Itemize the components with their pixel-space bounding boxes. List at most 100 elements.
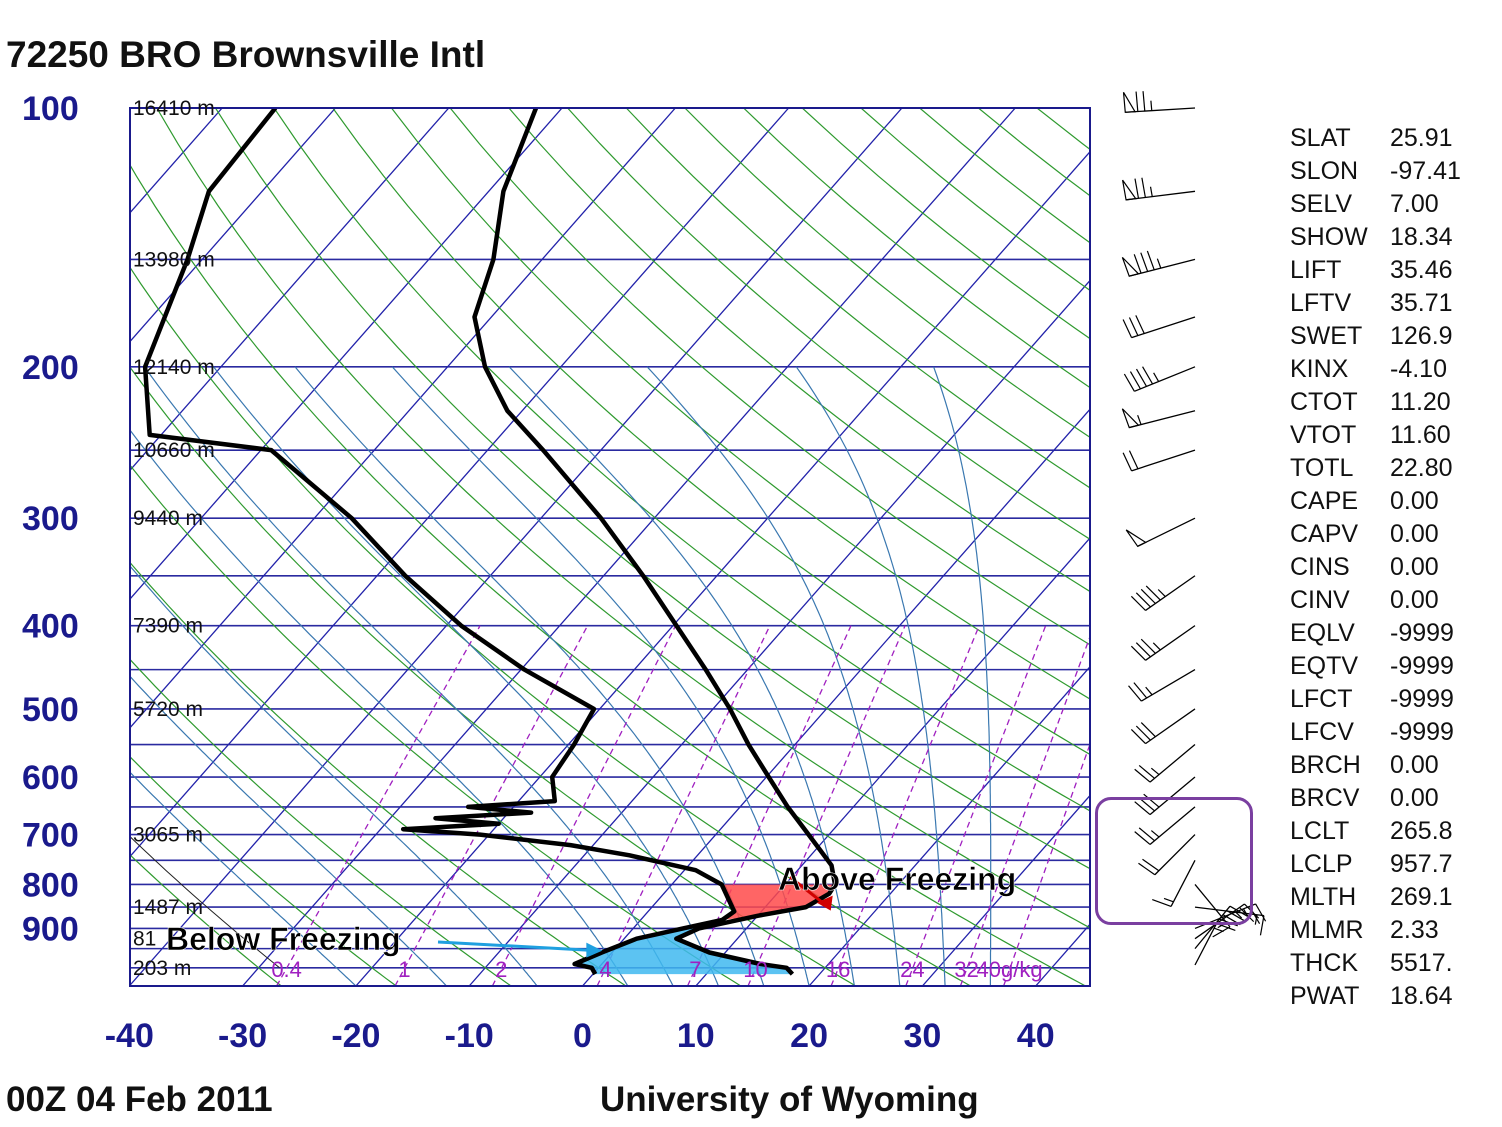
index-value: 35.46 — [1390, 256, 1453, 284]
index-name: SELV — [1290, 190, 1353, 218]
barb-flag — [1121, 408, 1140, 429]
barb-flag — [1121, 179, 1137, 201]
moist-adiabat-line — [795, 366, 946, 986]
wind-barb — [1121, 408, 1196, 429]
index-value: 5517. — [1390, 949, 1453, 977]
mixing-ratio-label: 4 — [599, 957, 611, 982]
index-value: 18.34 — [1390, 223, 1453, 251]
dry-adiabat-line — [130, 366, 857, 986]
background-lines — [130, 108, 1090, 986]
reference-adiabat-line — [130, 835, 280, 969]
index-name: KINX — [1290, 355, 1349, 383]
mixing-ratio-label: 10 — [743, 957, 767, 982]
index-name: LCLP — [1290, 850, 1353, 878]
barb-full — [1134, 801, 1151, 816]
barb-full — [1140, 638, 1156, 654]
barb-half — [1157, 589, 1166, 597]
barb-shaft — [1145, 708, 1196, 745]
index-value: 0.00 — [1390, 586, 1439, 614]
temperature-tick-label: 30 — [903, 1017, 941, 1055]
barb-shaft — [1125, 107, 1196, 113]
isotherm-line — [921, 794, 1090, 986]
footer-source: University of Wyoming — [600, 1080, 979, 1119]
wind-barb — [1138, 834, 1196, 876]
barb-half — [1137, 414, 1142, 425]
barb-full — [1255, 903, 1267, 922]
below-freezing-arrow — [437, 940, 597, 953]
dry-adiabat-line — [508, 108, 1090, 593]
pressure-tick-label: 900 — [22, 910, 79, 948]
mixing-ratio-line — [596, 625, 771, 986]
temperature-profile-line — [472, 108, 838, 976]
height-label: 16410 m — [133, 97, 215, 120]
index-value: 25.91 — [1390, 124, 1453, 152]
index-name: SWET — [1290, 322, 1363, 350]
mixing-ratio-label: 0.4 — [271, 957, 302, 982]
barb-full — [1134, 178, 1140, 199]
barb-shaft — [1131, 449, 1196, 472]
index-value: 265.8 — [1390, 817, 1453, 845]
mixing-ratio-line — [747, 625, 906, 986]
wind-barb — [1125, 517, 1196, 548]
barb-half — [1149, 186, 1153, 197]
barb-flag — [1122, 92, 1137, 113]
mixing-ratio-line — [276, 625, 481, 986]
barb-full — [1135, 725, 1151, 741]
dry-adiabat-line — [273, 108, 1090, 812]
index-name: SLAT — [1290, 124, 1351, 152]
index-name: SHOW — [1290, 223, 1368, 251]
barb-half — [1145, 686, 1153, 696]
height-label: 1487 m — [133, 896, 203, 919]
barb-full — [1122, 452, 1133, 472]
index-name: VTOT — [1290, 421, 1357, 449]
pressure-tick-label: 200 — [22, 349, 79, 387]
dry-adiabat-line — [130, 464, 742, 986]
barb-shaft — [1125, 190, 1196, 201]
mixing-ratio-line — [959, 634, 1090, 986]
barb-full — [1145, 585, 1161, 601]
barb-full — [1146, 250, 1155, 270]
temperature-tick-label: -10 — [445, 1017, 494, 1055]
isotherm-line — [582, 408, 1090, 986]
isotherm-line — [130, 108, 563, 600]
pressure-tick-label: 100 — [22, 90, 79, 128]
temperature-tick-label: 20 — [790, 1017, 828, 1055]
index-value: 18.64 — [1390, 982, 1453, 1010]
mixing-ratio-line — [905, 625, 1047, 986]
pressure-tick-label: 700 — [22, 817, 79, 855]
height-label: 203 m — [133, 957, 191, 980]
mixing-ratio-label: 24 — [900, 957, 924, 982]
barb-full — [1259, 915, 1265, 936]
barb-full — [1142, 858, 1160, 872]
index-value: 2.33 — [1390, 916, 1439, 944]
barb-flag — [1121, 256, 1140, 277]
index-value: 7.00 — [1390, 190, 1439, 218]
barb-full — [1133, 682, 1148, 699]
barb-full — [1140, 252, 1149, 272]
barb-shaft — [1145, 625, 1196, 661]
index-value: 11.60 — [1390, 421, 1451, 449]
barb-shaft — [1194, 918, 1220, 966]
barb-shaft — [1149, 776, 1196, 816]
below-freezing-arrowhead — [586, 942, 603, 958]
index-value: 126.9 — [1390, 322, 1453, 350]
dry-adiabat-line — [130, 561, 627, 986]
height-label: 3065 m — [133, 824, 203, 847]
barb-half — [1152, 642, 1161, 651]
temperature-tick-label: -20 — [331, 1017, 380, 1055]
barb-half — [1213, 927, 1224, 933]
barb-full — [1152, 899, 1172, 907]
barb-full — [1135, 642, 1151, 658]
plot-frame — [129, 107, 1091, 987]
barb-full — [1135, 315, 1145, 334]
barb-shaft — [1149, 744, 1196, 783]
barb-full — [1130, 729, 1146, 745]
dry-adiabat-line — [156, 108, 1090, 929]
barb-full — [1142, 91, 1146, 112]
barb-shaft — [1145, 575, 1196, 611]
barb-shaft — [1149, 806, 1196, 845]
index-name: PWAT — [1290, 982, 1360, 1010]
above-freezing-label: Above Freezing — [778, 861, 1016, 897]
barb-shaft — [1137, 517, 1196, 547]
